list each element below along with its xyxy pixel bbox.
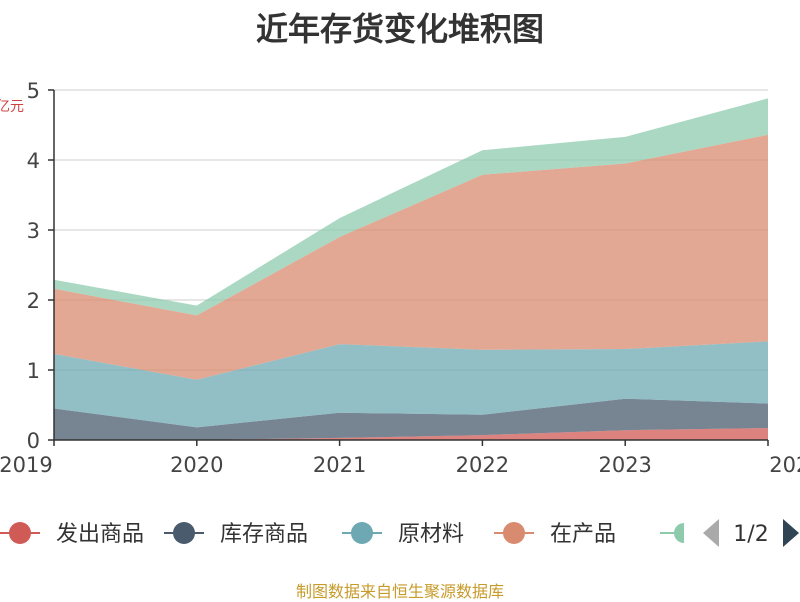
legend-marker xyxy=(503,522,525,544)
legend-item[interactable]: 在产品 xyxy=(494,522,616,547)
y-tick-label: 3 xyxy=(27,219,40,243)
legend-marker xyxy=(351,522,373,544)
area-发出商品 xyxy=(54,428,768,440)
data-source-note: 制图数据来自恒生聚源数据库 xyxy=(295,582,504,601)
legend-item[interactable] xyxy=(660,523,684,543)
legend-marker xyxy=(674,523,684,543)
legend-label: 原材料 xyxy=(398,522,464,547)
legend-item[interactable]: 原材料 xyxy=(342,522,464,547)
legend-item[interactable]: 发出商品 xyxy=(0,522,144,547)
axes: 0 1 2 3 4 5 2019 2020 2021 2022 2023 2024 xyxy=(0,79,800,477)
y-tick-label: 4 xyxy=(27,149,40,173)
legend-next-icon[interactable] xyxy=(783,519,799,547)
x-tick-label: 2020 xyxy=(170,453,223,477)
y-tick-label: 0 xyxy=(27,429,40,453)
legend-marker xyxy=(173,522,195,544)
area-周转材料 xyxy=(54,98,768,316)
area-原材料 xyxy=(54,341,768,428)
x-tick-label: 2024 xyxy=(769,453,800,477)
x-tick-label: 2021 xyxy=(313,453,366,477)
area-库存商品 xyxy=(54,398,768,440)
x-tick-label: 2022 xyxy=(456,453,509,477)
legend-page-indicator: 1/2 xyxy=(733,522,768,547)
y-axis-unit: 亿元 xyxy=(0,99,24,115)
legend-label: 库存商品 xyxy=(220,522,308,547)
y-tick-label: 2 xyxy=(27,289,40,313)
y-tick-label: 1 xyxy=(27,359,40,383)
chart-title: 近年存货变化堆积图 xyxy=(255,10,544,48)
legend-label: 在产品 xyxy=(550,522,616,547)
legend-marker xyxy=(9,522,31,544)
legend-prev-icon[interactable] xyxy=(703,519,719,547)
x-tick-label: 2023 xyxy=(598,453,651,477)
legend-item[interactable]: 库存商品 xyxy=(164,522,308,547)
legend: 发出商品 库存商品 原材料 在产品 1/2 xyxy=(0,519,799,547)
area-series xyxy=(54,98,768,440)
area-在产品 xyxy=(54,134,768,380)
legend-label: 发出商品 xyxy=(56,522,144,547)
y-tick-label: 5 xyxy=(27,79,40,103)
x-tick-label: 2019 xyxy=(0,453,53,477)
